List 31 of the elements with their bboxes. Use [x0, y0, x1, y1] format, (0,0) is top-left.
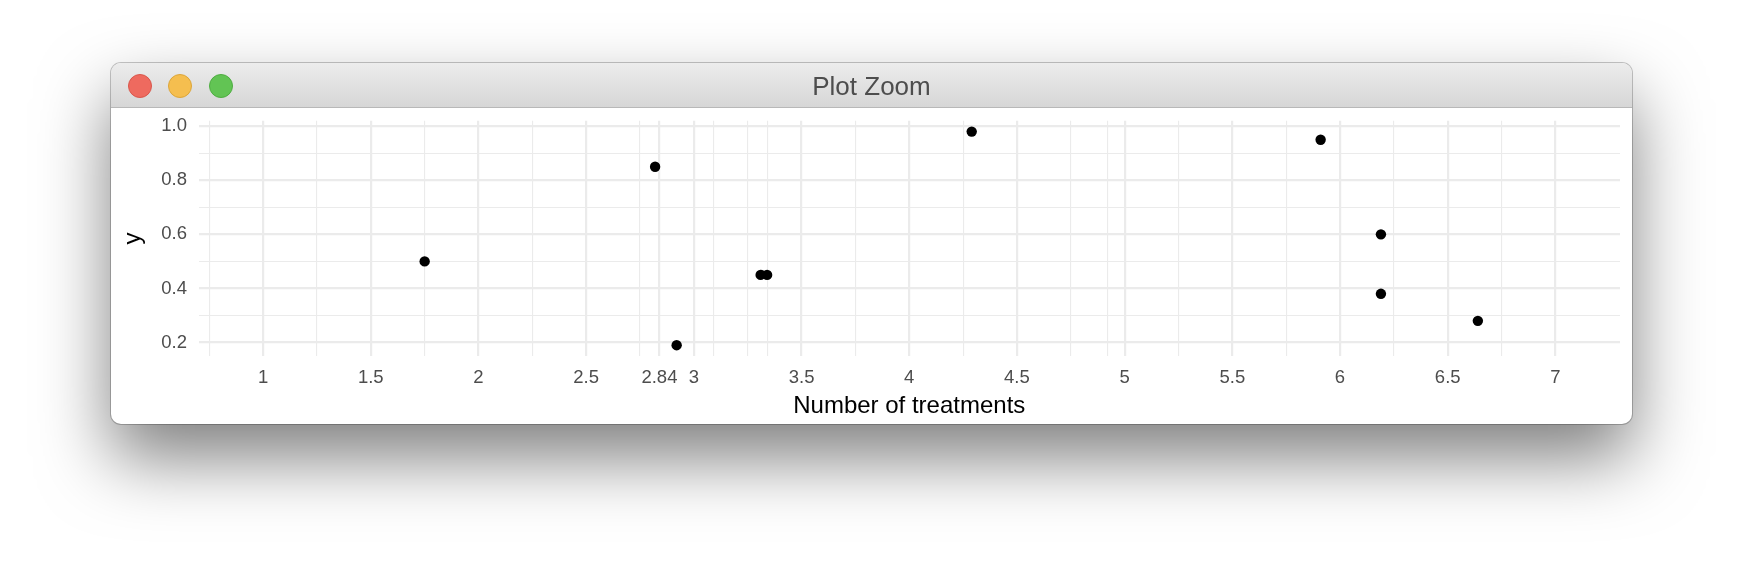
x-tick-label: 4.5: [1004, 365, 1030, 387]
y-tick-label: 1.0: [161, 114, 187, 136]
y-tick-label: 0.4: [161, 276, 187, 298]
x-tick-label: 5: [1119, 365, 1130, 387]
point: [1375, 229, 1387, 240]
x-tick-label: 5.5: [1219, 365, 1246, 387]
point: [1315, 134, 1326, 145]
x-axis-title: Number of treatments: [793, 391, 1026, 419]
point: [419, 256, 430, 267]
x-tick-label: 2: [473, 365, 484, 387]
x-tick-label: 2.5: [573, 365, 600, 387]
point: [1472, 315, 1484, 327]
point: [966, 126, 977, 137]
x-tick-label: 2.84: [641, 365, 678, 387]
point: [1375, 288, 1387, 300]
x-tick-label: 1: [257, 365, 269, 387]
y-tick-label: 0.2: [161, 330, 187, 352]
y-tick-label: 0.6: [161, 222, 187, 244]
x-tick-label: 7: [1550, 365, 1561, 387]
x-tick-label: 1.5: [357, 365, 384, 387]
x-tick-label: 3: [688, 365, 700, 387]
x-tick-label: 6.5: [1434, 365, 1461, 387]
x-tick-label: 6: [1334, 365, 1346, 387]
x-tick-label: 4: [904, 365, 915, 387]
y-axis-title: y: [117, 232, 145, 245]
chart-title: Plot Zoom: [812, 71, 931, 101]
point: [671, 339, 682, 351]
y-tick-label: 0.8: [161, 168, 187, 190]
point: [649, 161, 661, 172]
title-bar: Plot Zoom: [111, 63, 1632, 108]
x-tick-label: 3.5: [788, 365, 815, 387]
